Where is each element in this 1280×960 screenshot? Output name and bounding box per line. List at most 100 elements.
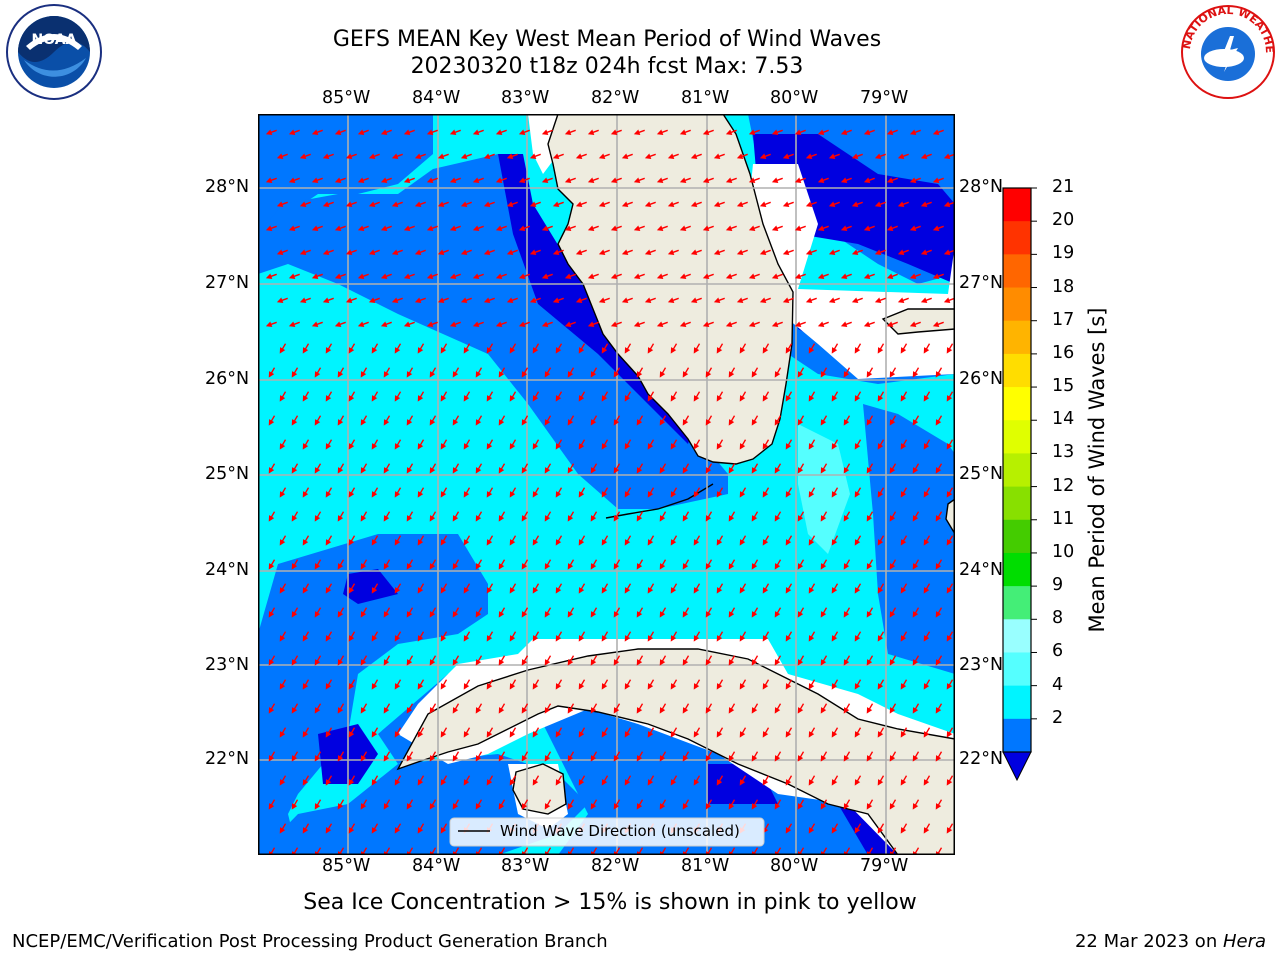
wind-arrow-head bbox=[794, 177, 802, 184]
wind-arrow-head bbox=[544, 803, 551, 810]
wind-arrow-head bbox=[935, 755, 942, 762]
wind-arrow-head bbox=[406, 515, 413, 522]
wind-arrow-head bbox=[567, 755, 574, 762]
wind-arrow-head bbox=[636, 419, 643, 426]
credit-left: NCEP/EMC/Verification Post Processing Pr… bbox=[12, 931, 608, 952]
wind-arrow-head bbox=[716, 731, 723, 738]
wind-arrow-head bbox=[463, 347, 470, 354]
wind-arrow-head bbox=[797, 419, 804, 426]
wind-arrow-head bbox=[889, 467, 896, 474]
wind-arrow-head bbox=[394, 347, 401, 354]
wind-arrow-head bbox=[265, 273, 273, 280]
wind-arrow-head bbox=[647, 539, 654, 546]
wind-arrow-head bbox=[808, 587, 815, 594]
wind-arrow-head bbox=[555, 539, 562, 546]
wind-arrow-head bbox=[587, 321, 595, 328]
wind-arrow-head bbox=[383, 371, 390, 378]
wind-arrow-head bbox=[302, 587, 309, 594]
wind-arrow-head bbox=[601, 587, 608, 594]
wind-arrow-head bbox=[820, 803, 827, 810]
wind-arrow-head bbox=[268, 515, 275, 522]
wind-arrow-head bbox=[345, 249, 353, 256]
wind-arrow-head bbox=[613, 803, 620, 810]
colorbar-tick-label: 6 bbox=[1052, 641, 1064, 662]
wind-arrow-head bbox=[383, 611, 390, 618]
wind-arrow-head bbox=[854, 779, 861, 786]
wind-arrow-head bbox=[601, 491, 608, 498]
bahamas-island bbox=[945, 498, 955, 536]
wind-arrow-head bbox=[449, 225, 457, 232]
wind-arrow-head bbox=[360, 611, 367, 618]
colorbar bbox=[1002, 187, 1037, 782]
wind-arrow-head bbox=[785, 395, 792, 402]
wind-arrow-head bbox=[383, 563, 390, 570]
wind-arrow-head bbox=[268, 419, 275, 426]
lat-label-right: 28°N bbox=[959, 177, 1004, 197]
wind-arrow-head bbox=[705, 755, 712, 762]
wind-arrow-head bbox=[886, 321, 894, 328]
wind-arrow-head bbox=[541, 129, 549, 136]
wind-arrow-head bbox=[610, 129, 618, 136]
wind-arrow-head bbox=[702, 177, 710, 184]
wind-arrow-head bbox=[541, 225, 549, 232]
wind-arrow-head bbox=[314, 707, 321, 714]
wind-arrow-head bbox=[782, 249, 790, 256]
wind-arrow-head bbox=[371, 395, 378, 402]
wind-arrow-head bbox=[314, 755, 321, 762]
colorbar-band bbox=[1003, 718, 1031, 753]
wind-arrow-head bbox=[693, 683, 700, 690]
lat-label-left: 28°N bbox=[205, 177, 250, 197]
wind-arrow-head bbox=[394, 635, 401, 642]
wind-arrow-head bbox=[932, 273, 940, 280]
wind-arrow-head bbox=[268, 659, 275, 666]
wind-arrow-head bbox=[302, 443, 309, 450]
lat-label-right: 23°N bbox=[959, 655, 1004, 675]
wind-arrow-head bbox=[912, 659, 919, 666]
wind-arrow-head bbox=[314, 659, 321, 666]
colorbar-tick-label: 2 bbox=[1052, 707, 1064, 728]
wind-arrow-head bbox=[587, 273, 595, 280]
wind-arrow-head bbox=[877, 683, 884, 690]
wind-arrow-head bbox=[774, 371, 781, 378]
wind-arrow-head bbox=[840, 177, 848, 184]
wind-arrow-head bbox=[647, 779, 654, 786]
wind-arrow-head bbox=[670, 491, 677, 498]
wind-arrow-head bbox=[785, 443, 792, 450]
wind-arrow-head bbox=[371, 539, 378, 546]
wind-arrow-head bbox=[633, 321, 641, 328]
wind-arrow-head bbox=[452, 611, 459, 618]
wind-arrow-head bbox=[291, 563, 298, 570]
colorbar-tick-label: 10 bbox=[1052, 541, 1075, 562]
wind-arrow-head bbox=[923, 827, 930, 834]
wind-arrow-head bbox=[498, 611, 505, 618]
wind-arrow-head bbox=[886, 273, 894, 280]
wind-arrow-head bbox=[900, 395, 907, 402]
wind-arrow-head bbox=[843, 371, 850, 378]
wind-arrow-head bbox=[325, 779, 332, 786]
wind-arrow-head bbox=[923, 347, 930, 354]
wind-arrow-head bbox=[357, 273, 365, 280]
wind-arrow-head bbox=[498, 515, 505, 522]
wind-arrow-head bbox=[371, 779, 378, 786]
wind-arrow-head bbox=[624, 539, 631, 546]
wind-arrow-head bbox=[946, 731, 953, 738]
wind-arrow-head bbox=[463, 539, 470, 546]
wind-arrow-head bbox=[368, 153, 376, 160]
wind-arrow-head bbox=[532, 635, 539, 642]
wind-arrow-head bbox=[716, 779, 723, 786]
wind-arrow-head bbox=[429, 467, 436, 474]
wind-arrow-head bbox=[509, 587, 516, 594]
wind-arrow-head bbox=[276, 153, 284, 160]
wind-arrow-head bbox=[406, 803, 413, 810]
wind-arrow-head bbox=[449, 177, 457, 184]
wind-arrow-head bbox=[659, 659, 666, 666]
wind-arrow-head bbox=[636, 467, 643, 474]
wind-arrow-head bbox=[843, 515, 850, 522]
colorbar-band bbox=[1003, 254, 1031, 289]
wind-arrow-head bbox=[544, 707, 551, 714]
wind-arrow-head bbox=[314, 419, 321, 426]
wind-arrow-head bbox=[302, 491, 309, 498]
wind-arrow-head bbox=[360, 803, 367, 810]
wind-arrow-head bbox=[598, 297, 606, 304]
wind-arrow-head bbox=[288, 321, 296, 328]
